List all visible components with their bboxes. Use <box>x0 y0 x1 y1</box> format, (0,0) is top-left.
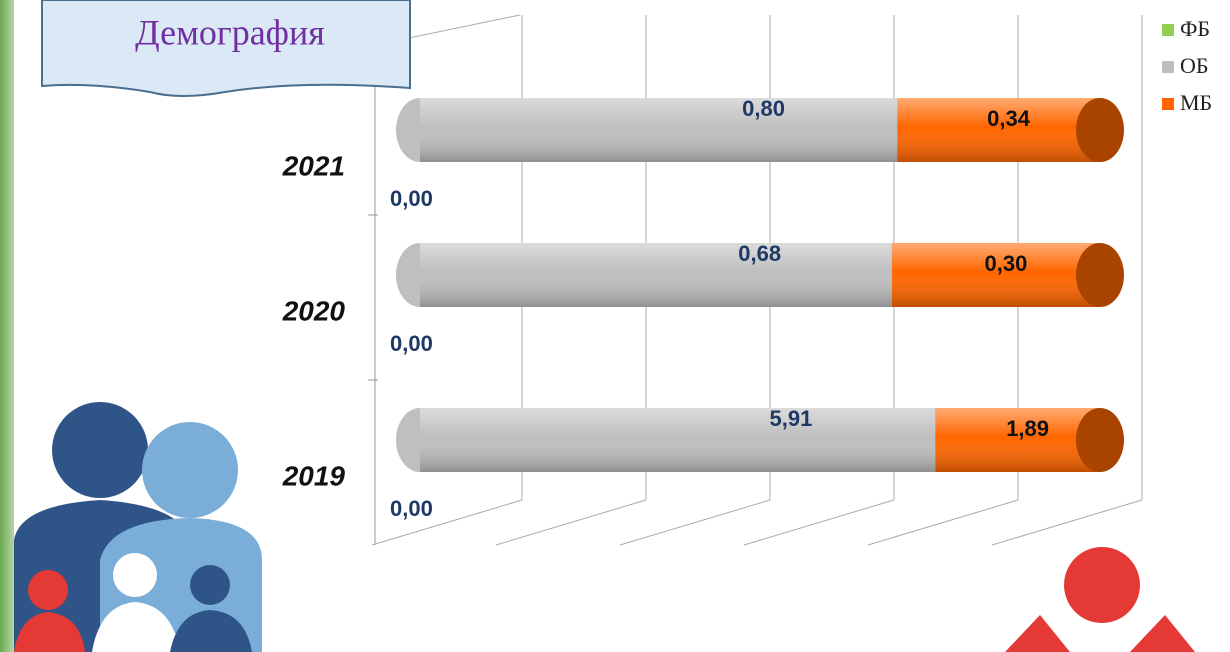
value-label: 5,91 <box>770 406 813 431</box>
grid-line <box>371 15 523 546</box>
family-illustration <box>14 402 262 652</box>
bar-end <box>1076 243 1124 307</box>
legend-swatch <box>1162 61 1174 73</box>
grid-line <box>991 15 1143 546</box>
bar-shade <box>420 408 936 472</box>
chart-title: Демография <box>135 12 325 52</box>
category-label: 2019 <box>282 460 346 491</box>
legend-label: ОБ <box>1180 53 1209 78</box>
value-label: 0,00 <box>390 496 433 521</box>
category-label: 2021 <box>282 150 345 181</box>
bar-shade <box>420 243 892 307</box>
value-label: 0,80 <box>742 96 785 121</box>
value-label: 0,68 <box>738 241 781 266</box>
legend-label: МБ <box>1180 90 1212 115</box>
legend-label: ФБ <box>1180 16 1210 41</box>
value-label: 1,89 <box>1006 416 1049 441</box>
bar-shade <box>935 408 1100 472</box>
bar-shade <box>420 98 898 162</box>
category-label: 2020 <box>282 295 346 326</box>
bar-shade <box>891 243 1100 307</box>
legend-swatch <box>1162 24 1174 36</box>
value-label: 0,34 <box>987 106 1031 131</box>
side-strip <box>0 0 14 652</box>
legend-swatch <box>1162 98 1174 110</box>
value-label: 0,30 <box>985 251 1028 276</box>
logo <box>1005 547 1195 652</box>
value-label: 0,00 <box>390 331 433 356</box>
grid-line <box>619 15 771 546</box>
grid-line <box>743 15 895 546</box>
title-banner <box>41 0 411 97</box>
bar-shade <box>897 98 1100 162</box>
grid-line <box>867 15 1019 546</box>
grid-line <box>495 15 647 546</box>
bar-end <box>1076 408 1124 472</box>
bar-end <box>1076 98 1124 162</box>
value-label: 0,00 <box>390 186 433 211</box>
